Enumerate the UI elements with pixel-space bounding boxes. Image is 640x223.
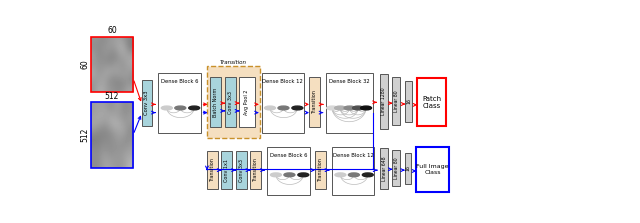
Circle shape [353,106,364,110]
FancyBboxPatch shape [236,151,246,189]
Circle shape [175,106,186,110]
FancyBboxPatch shape [211,77,221,127]
Circle shape [348,173,359,177]
FancyBboxPatch shape [417,78,446,126]
FancyBboxPatch shape [392,77,401,126]
FancyBboxPatch shape [158,73,200,133]
FancyBboxPatch shape [239,77,255,127]
Circle shape [161,106,172,110]
FancyBboxPatch shape [268,147,310,195]
FancyBboxPatch shape [142,80,152,126]
Circle shape [362,173,373,177]
Text: Full Image
Class: Full Image Class [416,164,449,175]
FancyBboxPatch shape [405,81,412,122]
Text: 16: 16 [406,98,411,104]
Text: 60: 60 [107,26,117,35]
Text: Patch
Class: Patch Class [422,96,441,109]
Text: Conv 3x3: Conv 3x3 [145,91,150,116]
Circle shape [335,173,346,177]
Text: Batch Norm: Batch Norm [213,88,218,117]
Circle shape [326,106,337,110]
Text: Avg Pool 2: Avg Pool 2 [244,90,250,115]
Text: Linear 80: Linear 80 [394,158,399,179]
Circle shape [264,106,275,110]
FancyBboxPatch shape [221,151,232,189]
Text: Transition: Transition [312,90,317,114]
Text: Transition: Transition [318,158,323,182]
Text: 16: 16 [406,165,411,171]
Text: 512: 512 [105,92,119,101]
Circle shape [278,106,289,110]
Text: Transition: Transition [210,158,215,182]
FancyBboxPatch shape [380,74,388,129]
Text: Dense Block 12: Dense Block 12 [262,79,303,84]
Circle shape [360,106,372,110]
Text: Transition: Transition [220,60,247,64]
Text: Linear 80: Linear 80 [394,91,399,112]
FancyBboxPatch shape [332,147,374,195]
FancyBboxPatch shape [207,151,218,189]
Text: Dense Block 6: Dense Block 6 [161,79,198,84]
Text: Dense Block 32: Dense Block 32 [329,79,370,84]
FancyBboxPatch shape [262,73,304,133]
FancyBboxPatch shape [250,151,261,189]
FancyBboxPatch shape [392,150,401,186]
Text: 60: 60 [81,60,90,69]
FancyBboxPatch shape [309,77,320,127]
FancyBboxPatch shape [315,151,326,189]
Circle shape [335,106,346,110]
FancyBboxPatch shape [207,66,260,138]
Circle shape [298,173,308,177]
FancyBboxPatch shape [225,77,236,127]
Circle shape [189,106,200,110]
FancyBboxPatch shape [405,153,412,184]
Text: Conv 1x1: Conv 1x1 [224,159,229,182]
Text: Conv 3x3: Conv 3x3 [228,91,233,114]
Circle shape [284,173,295,177]
FancyBboxPatch shape [326,73,373,133]
Circle shape [292,106,303,110]
FancyBboxPatch shape [380,148,388,189]
Text: Dense Block 6: Dense Block 6 [270,153,307,158]
Text: Transition: Transition [253,158,258,182]
Text: Linear 1280: Linear 1280 [381,88,386,115]
FancyBboxPatch shape [416,147,449,192]
Circle shape [271,173,282,177]
Text: Dense Block 12: Dense Block 12 [333,153,374,158]
Circle shape [344,106,355,110]
Text: Conv 3x3: Conv 3x3 [239,159,244,182]
Text: Linear 648: Linear 648 [381,156,387,181]
Text: 512: 512 [81,128,90,142]
